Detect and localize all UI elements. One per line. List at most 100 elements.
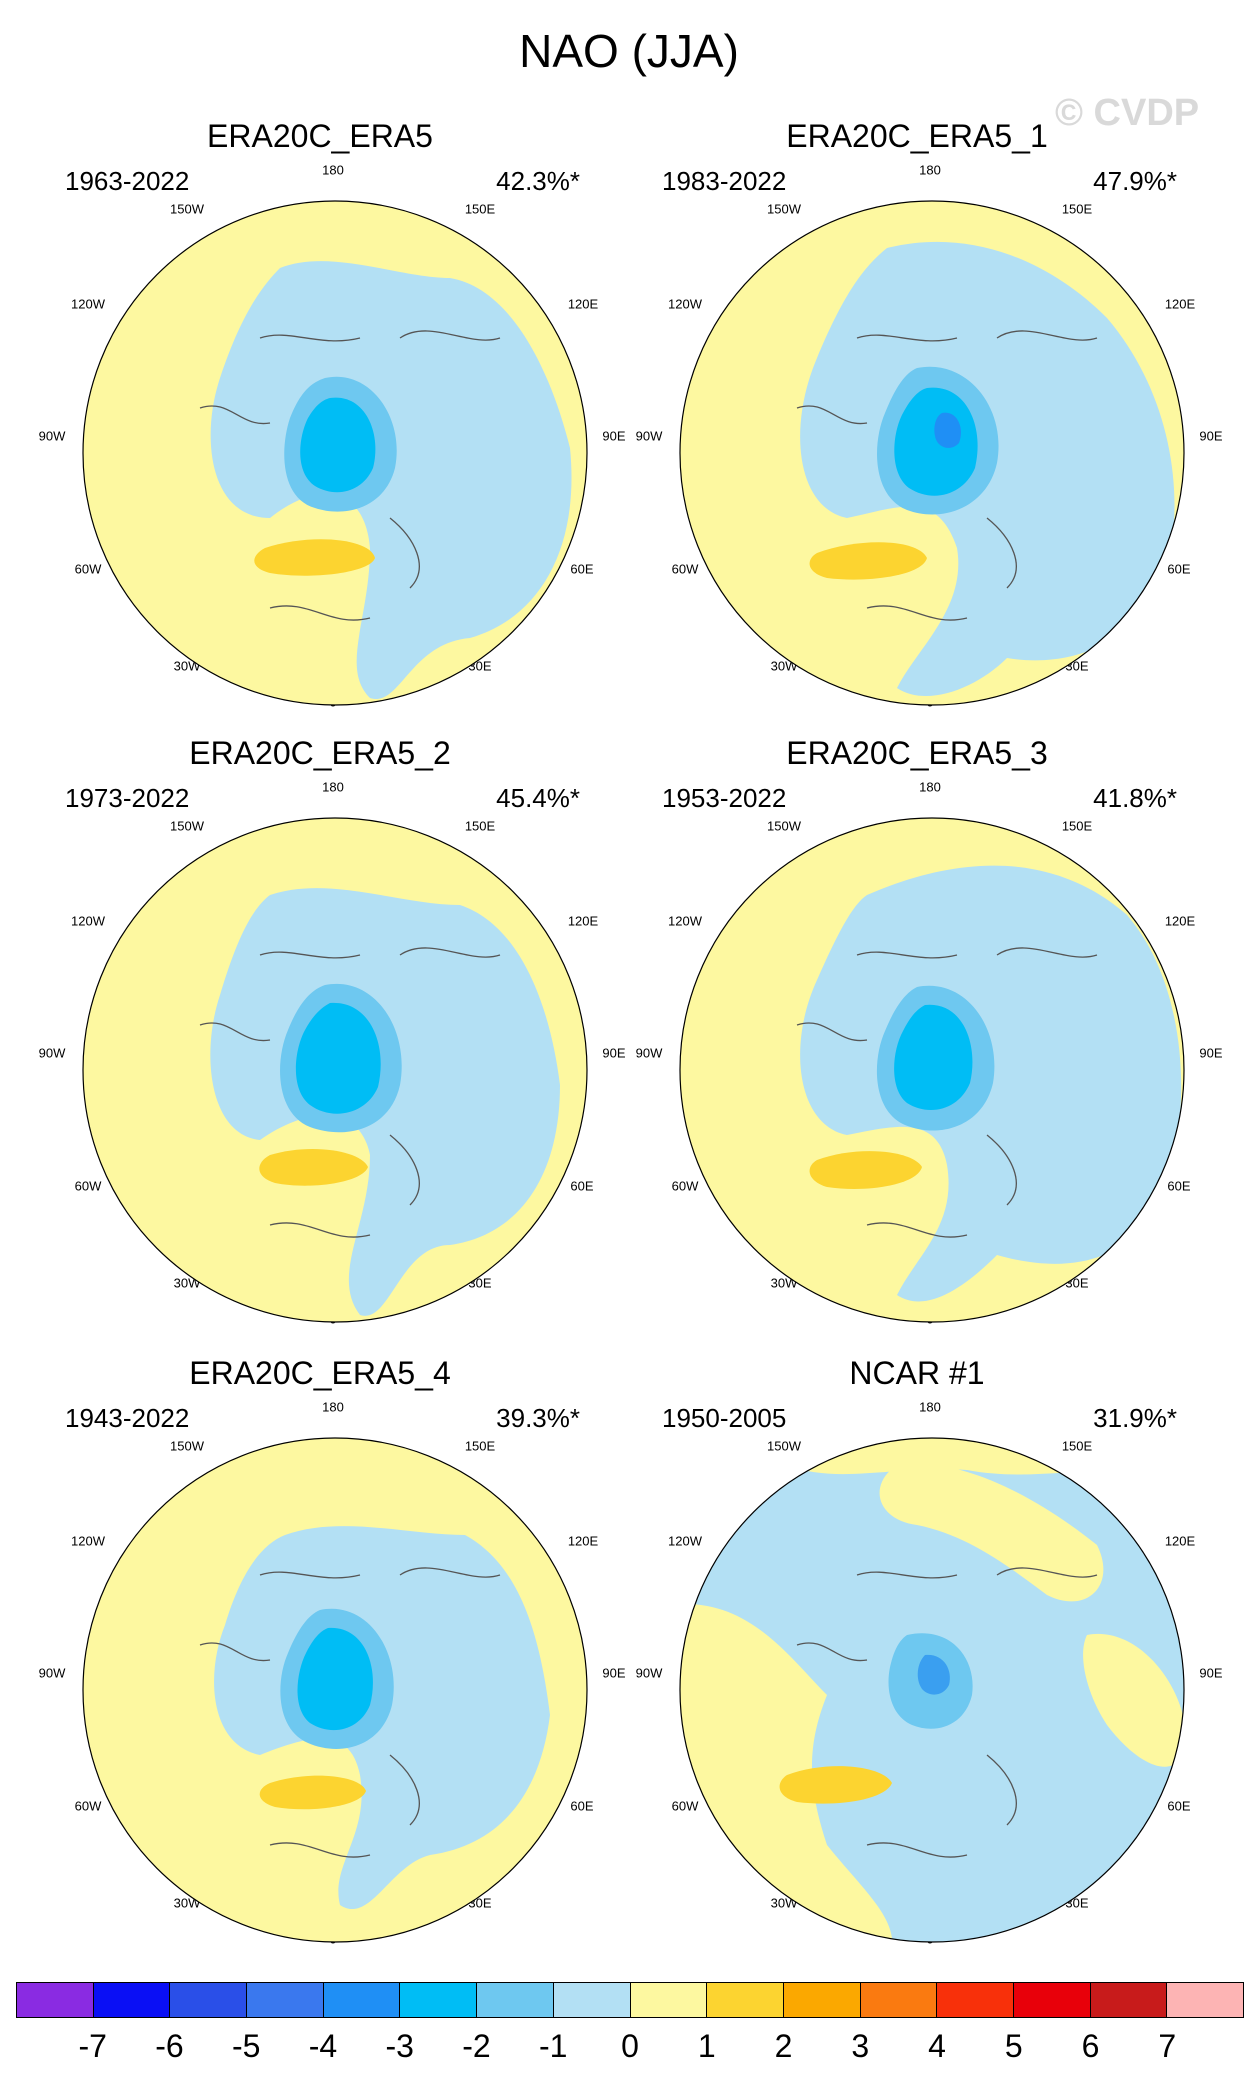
lon-label-90w: 90W	[38, 428, 66, 444]
colorbar-cell	[706, 1982, 783, 2018]
figure-title: NAO (JJA)	[519, 25, 739, 77]
colorbar-cell	[16, 1982, 93, 2018]
panel-title: ERA20C_ERA5	[207, 118, 433, 154]
lon-label-120e: 120E	[1164, 1533, 1196, 1549]
panel-years: 1950-2005	[662, 1403, 787, 1433]
anomaly-contour-minus3	[295, 1002, 381, 1114]
lon-label-120w: 120W	[71, 913, 105, 929]
colorbar-tick-label: 5	[1004, 2028, 1023, 2064]
lon-label-120w: 120W	[668, 1533, 702, 1549]
positive-anomaly-region	[809, 1151, 922, 1189]
polar-map	[679, 1437, 1185, 1943]
colorbar-tick-label: 4	[928, 2028, 946, 2064]
lon-label-60w: 60W	[74, 1178, 102, 1194]
map-border	[679, 200, 1185, 706]
polar-map	[82, 817, 588, 1323]
lon-label-150w: 150W	[170, 201, 204, 217]
positive-band-pacific	[879, 1463, 1104, 1602]
colorbar-tick-label: -5	[232, 2028, 261, 2064]
lon-label-60w: 60W	[671, 561, 699, 577]
polar-map	[679, 200, 1185, 706]
lon-label-150w: 150W	[767, 201, 801, 217]
lon-label-120e: 120E	[567, 913, 599, 929]
lon-label-60e: 60E	[570, 561, 594, 577]
lon-label-180: 180	[322, 162, 344, 178]
colorbar-tick-label: 2	[774, 2028, 793, 2064]
watermark: © CVDP	[1055, 92, 1200, 134]
panel-percent: 39.3%*	[496, 1403, 580, 1433]
anomaly-contour-minus3	[917, 1654, 950, 1695]
lon-label-120w: 120W	[668, 296, 702, 312]
colorbar-tick-label: 3	[851, 2028, 870, 2064]
coastlines	[199, 1567, 501, 1858]
colorbar-tick-label: 1	[697, 2028, 716, 2064]
lon-label-180: 180	[919, 779, 941, 795]
lon-label-150e: 150E	[464, 201, 496, 217]
colorbar-cell	[859, 1982, 937, 2018]
colorbar-cell	[92, 1982, 170, 2018]
coastlines	[796, 330, 1098, 621]
lon-label-150e: 150E	[464, 818, 496, 834]
positive-band-asia	[1083, 1633, 1184, 1767]
lon-label-120w: 120W	[71, 1533, 105, 1549]
lon-label-90w: 90W	[635, 428, 663, 444]
lon-label-90e: 90E	[1199, 1045, 1223, 1061]
lon-label-60w: 60W	[74, 561, 102, 577]
colorbar-cell	[1166, 1982, 1244, 2018]
colorbar-tick-label: -4	[308, 2028, 338, 2064]
map-panel-2: ERA20C_ERA5_1 1983-2022 47.9%* 180 150E …	[617, 118, 1223, 718]
anomaly-contour-minus4	[934, 412, 962, 448]
polar-map	[82, 200, 588, 706]
lon-label-90e: 90E	[602, 1045, 626, 1061]
colorbar-cell	[782, 1982, 860, 2018]
panel-years: 1953-2022	[662, 783, 787, 813]
lon-label-60w: 60W	[74, 1798, 102, 1814]
lon-label-60w: 60W	[671, 1798, 699, 1814]
colorbar-cell	[629, 1982, 707, 2018]
panel-title: ERA20C_ERA5_3	[786, 735, 1048, 771]
polar-map	[82, 1437, 588, 1943]
lon-label-180: 180	[919, 1399, 941, 1415]
lon-label-120w: 120W	[71, 296, 105, 312]
lon-label-60w: 60W	[671, 1178, 699, 1194]
positive-anomaly-region	[779, 1766, 892, 1804]
map-panel-4: ERA20C_ERA5_3 1953-2022 41.8%* 180 150E …	[617, 735, 1223, 1335]
lon-label-60e: 60E	[1167, 1798, 1191, 1814]
panel-title: ERA20C_ERA5_2	[189, 735, 451, 771]
map-border	[679, 817, 1185, 1323]
lon-label-120e: 120E	[1164, 913, 1196, 929]
lon-label-150e: 150E	[1061, 201, 1093, 217]
lon-label-150e: 150E	[1061, 1438, 1093, 1454]
lon-label-120w: 120W	[668, 913, 702, 929]
anomaly-contour-minus3	[300, 397, 376, 493]
lon-label-90w: 90W	[635, 1665, 663, 1681]
colorbar-tick-label: 6	[1081, 2028, 1100, 2064]
colorbar-tick-label: -6	[155, 2028, 184, 2064]
lon-label-60e: 60E	[1167, 561, 1191, 577]
lon-label-150w: 150W	[767, 818, 801, 834]
panel-years: 1943-2022	[65, 1403, 190, 1433]
coastlines	[199, 330, 501, 621]
panel-percent: 42.3%*	[496, 166, 580, 196]
colorbar-tick-label: -7	[78, 2028, 107, 2064]
colorbar-tick-label: 7	[1158, 2028, 1177, 2064]
anomaly-contour-minus3	[297, 1627, 373, 1731]
panel-title: ERA20C_ERA5_4	[189, 1355, 451, 1391]
map-panel-6: NCAR #1 1950-2005 31.9%* 180 150E 120E 9…	[617, 1355, 1223, 1955]
lon-label-60e: 60E	[570, 1798, 594, 1814]
panel-years: 1973-2022	[65, 783, 190, 813]
map-panel-5: ERA20C_ERA5_4 1943-2022 39.3%* 180 150E …	[20, 1355, 626, 1955]
lon-label-60e: 60E	[570, 1178, 594, 1194]
colorbar-cell	[399, 1982, 477, 2018]
polar-map	[679, 817, 1185, 1323]
colorbar-tick-label: -1	[539, 2028, 568, 2064]
lon-label-90w: 90W	[38, 1045, 66, 1061]
lon-label-120e: 120E	[1164, 296, 1196, 312]
colorbar-cell	[552, 1982, 630, 2018]
panel-percent: 31.9%*	[1093, 1403, 1177, 1433]
colorbar-tick-label: -2	[462, 2028, 491, 2064]
map-border	[679, 1437, 1185, 1943]
panel-years: 1963-2022	[65, 166, 190, 196]
positive-anomaly-region	[254, 539, 375, 576]
lon-label-180: 180	[919, 162, 941, 178]
